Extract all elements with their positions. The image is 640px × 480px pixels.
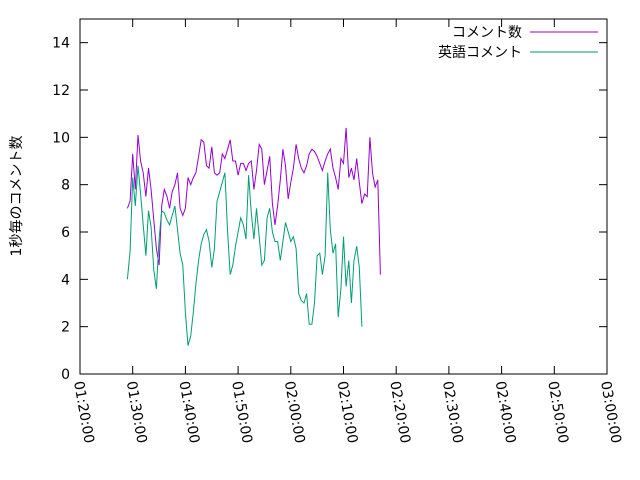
y-tick-label: 12 — [52, 83, 70, 99]
y-tick-label: 0 — [61, 367, 70, 383]
y-axis-label: 1秒毎のコメント数 — [9, 136, 25, 257]
y-tick-label: 8 — [61, 178, 70, 194]
y-tick-label: 10 — [52, 130, 70, 146]
plot-frame — [79, 18, 608, 375]
x-tick-label: 02:50:00 — [544, 380, 571, 445]
series-line-2 — [126, 165, 363, 346]
legend-label: 英語コメント — [438, 44, 522, 61]
series-line-1 — [126, 127, 381, 275]
x-tick-label: 02:20:00 — [386, 380, 413, 445]
y-tick-label: 14 — [52, 36, 70, 52]
axes: 0 2 4 6 8 10 12 14 01:20:00 01:30:00 01:40:00 01:50… — [52, 18, 624, 445]
y-tick-label: 6 — [61, 225, 70, 241]
x-tick-label: 02:00:00 — [281, 380, 308, 445]
y-tick-label: 2 — [61, 320, 70, 336]
x-tick-label: 02:10:00 — [334, 380, 361, 445]
x-tick-label: 01:50:00 — [228, 380, 255, 445]
series-lines — [126, 127, 381, 346]
y-tick-label: 4 — [61, 272, 70, 288]
x-tick-label: 03:00:00 — [597, 380, 624, 445]
x-tick-label: 02:30:00 — [439, 380, 466, 445]
x-tick-label: 02:40:00 — [492, 380, 519, 445]
x-tick-label: 01:20:00 — [70, 380, 97, 445]
x-tick-label: 01:30:00 — [123, 380, 150, 445]
legend-label: コメント数 — [452, 25, 522, 41]
x-tick-label: 01:40:00 — [175, 380, 202, 445]
